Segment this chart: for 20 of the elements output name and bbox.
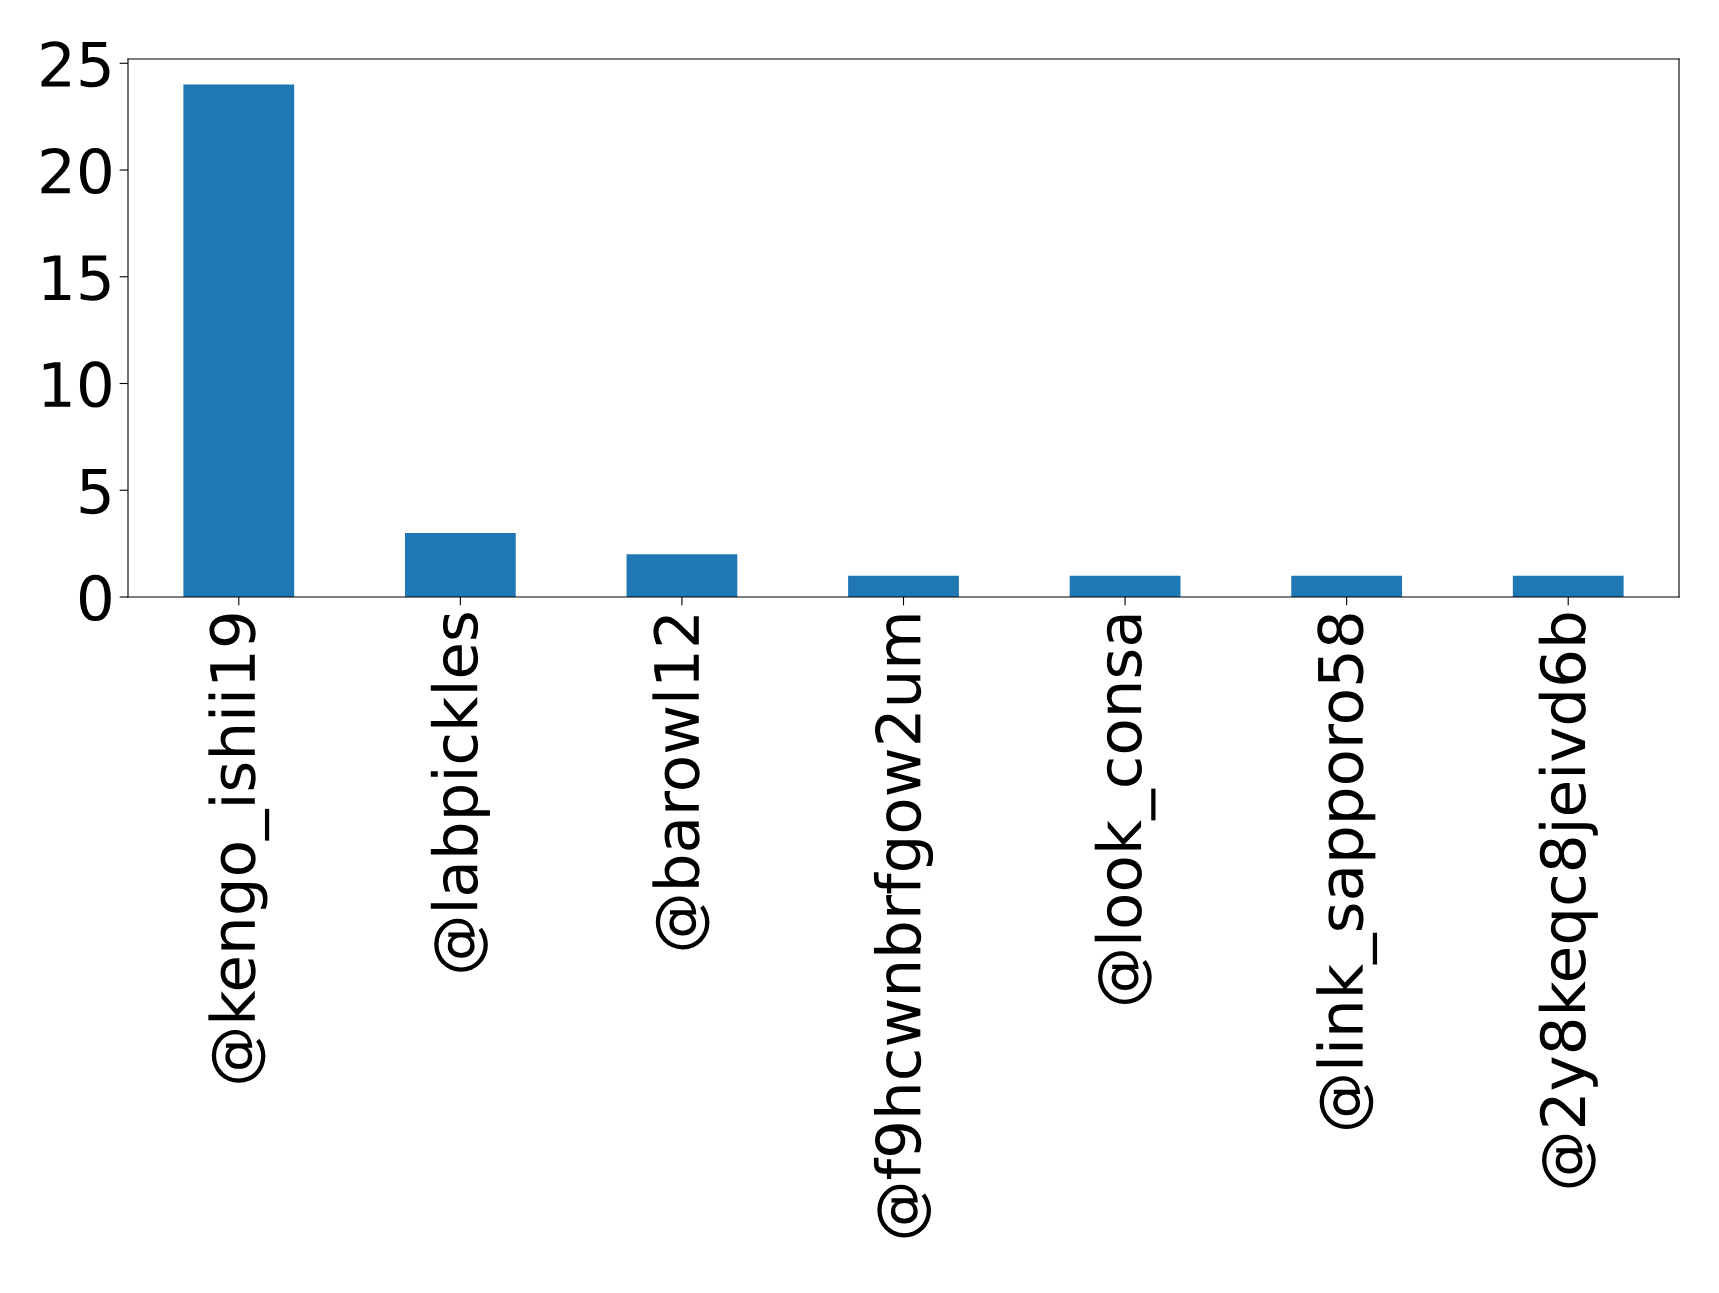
bar bbox=[626, 554, 738, 597]
x-tick-label: @f9hcwnbrfgow2um bbox=[873, 615, 934, 1238]
bar bbox=[1512, 575, 1624, 597]
y-tick-label: 25 bbox=[41, 41, 110, 88]
x-tick-label: @kengo_ishii19 bbox=[208, 614, 270, 1083]
bar bbox=[183, 84, 295, 597]
y-tick-label: 10 bbox=[43, 361, 111, 408]
x-tick-label: @link_sapporo58 bbox=[1316, 614, 1378, 1130]
bar bbox=[1291, 575, 1403, 597]
bar bbox=[848, 575, 959, 597]
bar bbox=[1069, 575, 1181, 597]
x-tick-label: @labpickles bbox=[430, 613, 490, 972]
y-tick-label: 15 bbox=[43, 255, 110, 301]
y-tick-label: 0 bbox=[79, 574, 111, 622]
y-tick-label: 5 bbox=[80, 468, 110, 515]
y-tick-label: 20 bbox=[41, 147, 111, 195]
x-tick-label: @look_consa bbox=[1094, 615, 1156, 1004]
x-tick-label: @2y8keqc8jeivd6b bbox=[1538, 613, 1598, 1188]
x-tick-label: @barowl12 bbox=[652, 616, 710, 950]
bar bbox=[404, 532, 516, 597]
